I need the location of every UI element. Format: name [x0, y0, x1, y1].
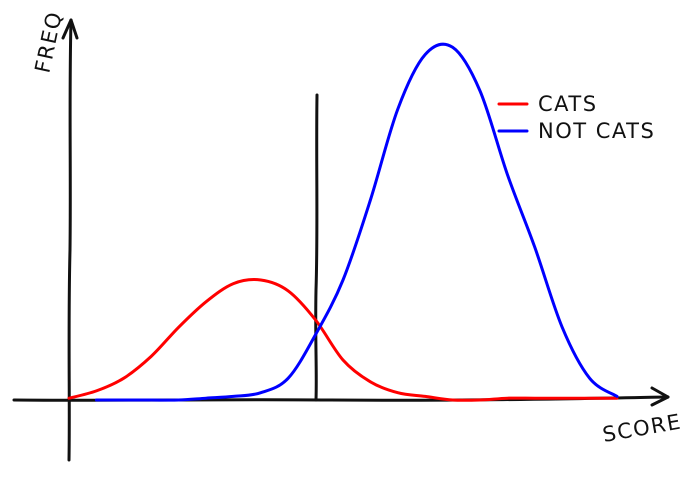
- legend-label-cats: CATS: [538, 92, 598, 116]
- y-axis-label: FREQ: [30, 9, 66, 75]
- threshold-line: [314, 93, 319, 402]
- series-line-not-cats: [94, 42, 619, 402]
- y-axis-arrow: [61, 18, 79, 40]
- axes: [12, 18, 670, 462]
- x-axis-arrow: [650, 386, 670, 407]
- legend: CATS NOT CATS: [497, 92, 655, 143]
- legend-label-not-cats: NOT CATS: [538, 119, 655, 143]
- x-axis-label: SCORE: [601, 409, 684, 447]
- series-line-cats: [67, 278, 619, 402]
- series: [67, 42, 619, 402]
- y-axis-line: [67, 18, 73, 462]
